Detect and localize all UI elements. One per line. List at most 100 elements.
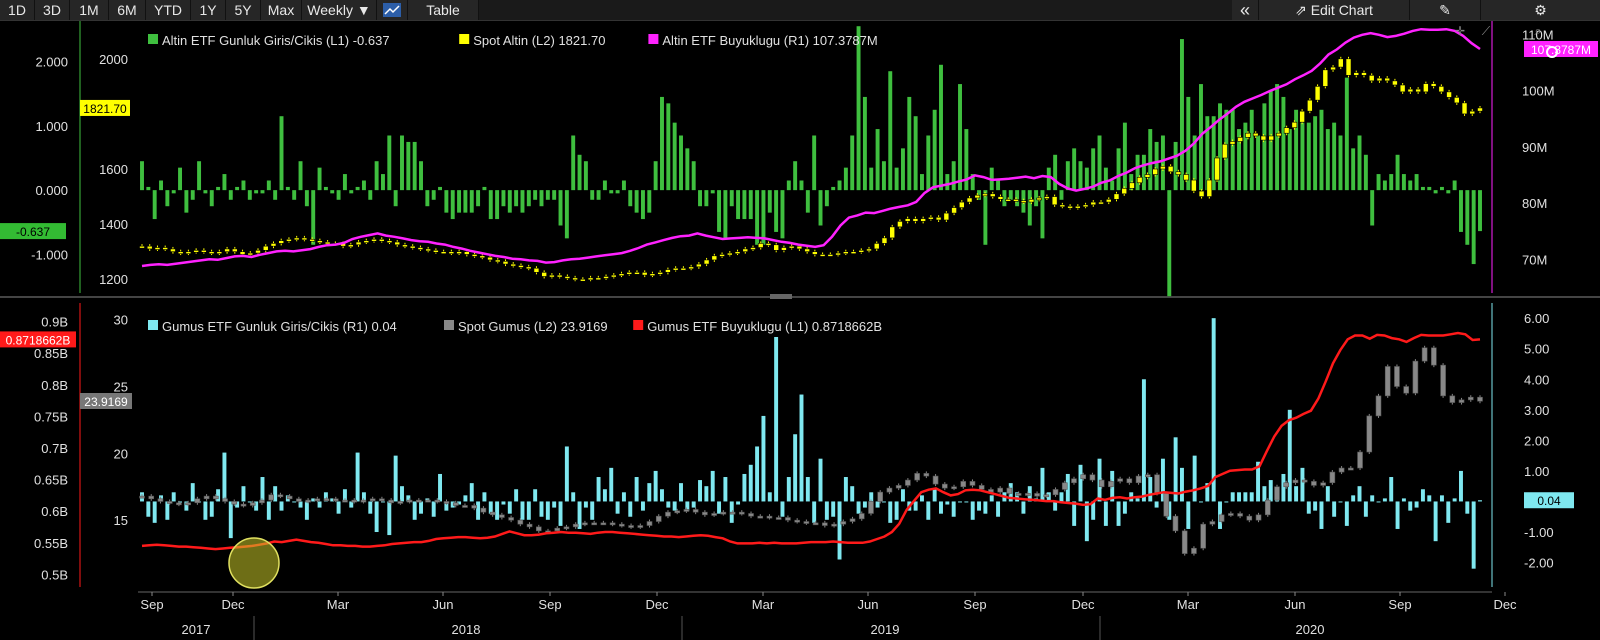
spot-candle-gold <box>1005 199 1012 202</box>
range-button-max[interactable]: Max <box>261 0 302 20</box>
range-button-3d[interactable]: 3D <box>35 0 70 20</box>
spot-candle-silver <box>637 525 644 528</box>
flow-bar-gold <box>558 190 563 226</box>
flow-bar-silver <box>1300 467 1305 502</box>
flow-bar-silver <box>254 501 259 511</box>
flow-bar-gold <box>495 190 500 220</box>
flow-bar-gold <box>1300 122 1305 191</box>
range-button-6m[interactable]: 6M <box>109 0 146 20</box>
spot-candle-gold <box>889 226 896 239</box>
spot-candle-gold <box>595 277 602 281</box>
spot-candle-gold <box>572 277 578 281</box>
flow-bar-gold <box>1008 190 1013 200</box>
flow-bar-silver <box>774 324 779 502</box>
flow-bar-silver <box>1211 318 1216 502</box>
flow-bar-silver <box>222 452 227 502</box>
spot-candle-silver <box>1440 364 1446 397</box>
flow-bar-gold <box>881 161 886 191</box>
flow-bar-gold <box>1363 154 1368 191</box>
spot-candle-silver <box>1126 478 1133 484</box>
flow-bar-gold <box>1034 190 1039 207</box>
flow-bar-gold <box>1186 96 1191 191</box>
spot-candle-gold <box>309 238 315 242</box>
spot-candle-gold <box>464 251 470 255</box>
spot-candle-silver <box>1015 493 1022 496</box>
flow-bar-gold <box>488 190 493 220</box>
line-chart-icon[interactable] <box>377 0 408 20</box>
flow-bar-silver <box>704 486 709 502</box>
spot-candle-gold <box>897 221 903 228</box>
flow-bar-gold <box>311 190 316 245</box>
crosshair-icon: ✛ <box>1455 24 1465 38</box>
spot-candle-gold <box>742 248 749 252</box>
spot-candle-silver <box>582 522 588 526</box>
flow-bar-gold <box>1294 109 1299 191</box>
spot-candle-gold <box>564 276 571 279</box>
frequency-dropdown[interactable]: Weekly ▼ <box>302 0 377 20</box>
flow-bar-gold <box>1465 190 1470 245</box>
flow-bar-gold <box>1129 174 1134 191</box>
spot-candle-gold <box>324 241 331 245</box>
spot-candle-gold <box>139 245 145 249</box>
flow-bar-silver <box>1439 495 1444 502</box>
spot-candle-silver <box>923 473 930 477</box>
spot-candle-silver <box>434 499 441 503</box>
flow-bar-silver <box>1376 501 1381 503</box>
range-button-1d[interactable]: 1D <box>0 0 35 20</box>
x-tick-label: Sep <box>538 597 561 612</box>
spot-candle-gold <box>162 247 169 250</box>
pencil-icon[interactable]: ✎ <box>1410 0 1481 20</box>
spot-candle-gold <box>866 248 872 252</box>
flow-bar-gold <box>235 186 240 191</box>
flow-bar-gold <box>266 180 271 191</box>
edit-chart-button[interactable]: ⇗ Edit Chart <box>1259 0 1410 20</box>
spot-candle-gold <box>580 278 586 282</box>
spot-candle-gold <box>726 252 733 256</box>
flow-bar-gold <box>1015 190 1020 207</box>
flow-bar-silver <box>932 489 937 502</box>
spot-candle-gold <box>1291 121 1298 128</box>
flow-bar-gold <box>761 190 766 245</box>
x-tick-label: Jun <box>1285 597 1306 612</box>
tick-top-l2: 2000 <box>99 52 128 67</box>
spot-candle-silver <box>868 501 874 514</box>
flow-bar-gold <box>812 135 817 191</box>
flow-bar-gold <box>1065 161 1070 191</box>
flow-bar-gold <box>609 190 614 194</box>
spot-candle-gold <box>394 241 401 246</box>
flow-bar-gold <box>304 190 309 207</box>
spot-candle-gold <box>146 245 153 250</box>
collapse-icon[interactable]: « <box>1232 0 1259 20</box>
range-button-ytd[interactable]: YTD <box>146 0 191 20</box>
spot-candle-silver <box>1421 347 1428 362</box>
spot-candle-gold <box>850 251 857 254</box>
spot-candle-silver <box>332 498 339 502</box>
legend-label-gold-1: Spot Altin (L2) 1821.70 <box>473 33 605 48</box>
spot-candle-gold <box>386 240 393 243</box>
range-button-5y[interactable]: 5Y <box>226 0 261 20</box>
spot-candle-gold <box>208 251 215 254</box>
spot-candle-gold <box>487 256 493 261</box>
zoom-icon: ⌕ <box>1534 23 1541 38</box>
flow-bar-gold <box>482 186 487 191</box>
spot-candle-silver <box>1163 493 1170 517</box>
tick-top-r1: 80M <box>1522 196 1547 211</box>
table-button[interactable]: Table <box>408 0 479 20</box>
spot-candle-silver <box>351 499 358 503</box>
legend-label-gold-0: Altin ETF Gunluk Giris/Cikis (L1) -0.637 <box>162 33 390 48</box>
tick-top-r1: 100M <box>1522 84 1555 99</box>
spot-candle-gold <box>1221 143 1228 159</box>
spot-candle-gold <box>1036 197 1042 201</box>
spot-candle-silver <box>1431 347 1437 366</box>
range-button-1m[interactable]: 1M <box>70 0 109 20</box>
flow-bar-silver <box>958 501 962 503</box>
spot-candle-silver <box>978 485 985 490</box>
flow-bar-gold <box>140 161 144 191</box>
spot-candle-silver <box>1098 479 1105 488</box>
gear-icon[interactable]: ⚙ <box>1481 0 1600 20</box>
range-button-1y[interactable]: 1Y <box>191 0 226 20</box>
spot-candle-silver <box>748 513 754 517</box>
flow-bar-gold <box>900 148 905 191</box>
spot-candle-gold <box>989 193 996 197</box>
flow-bar-gold <box>1167 190 1172 297</box>
